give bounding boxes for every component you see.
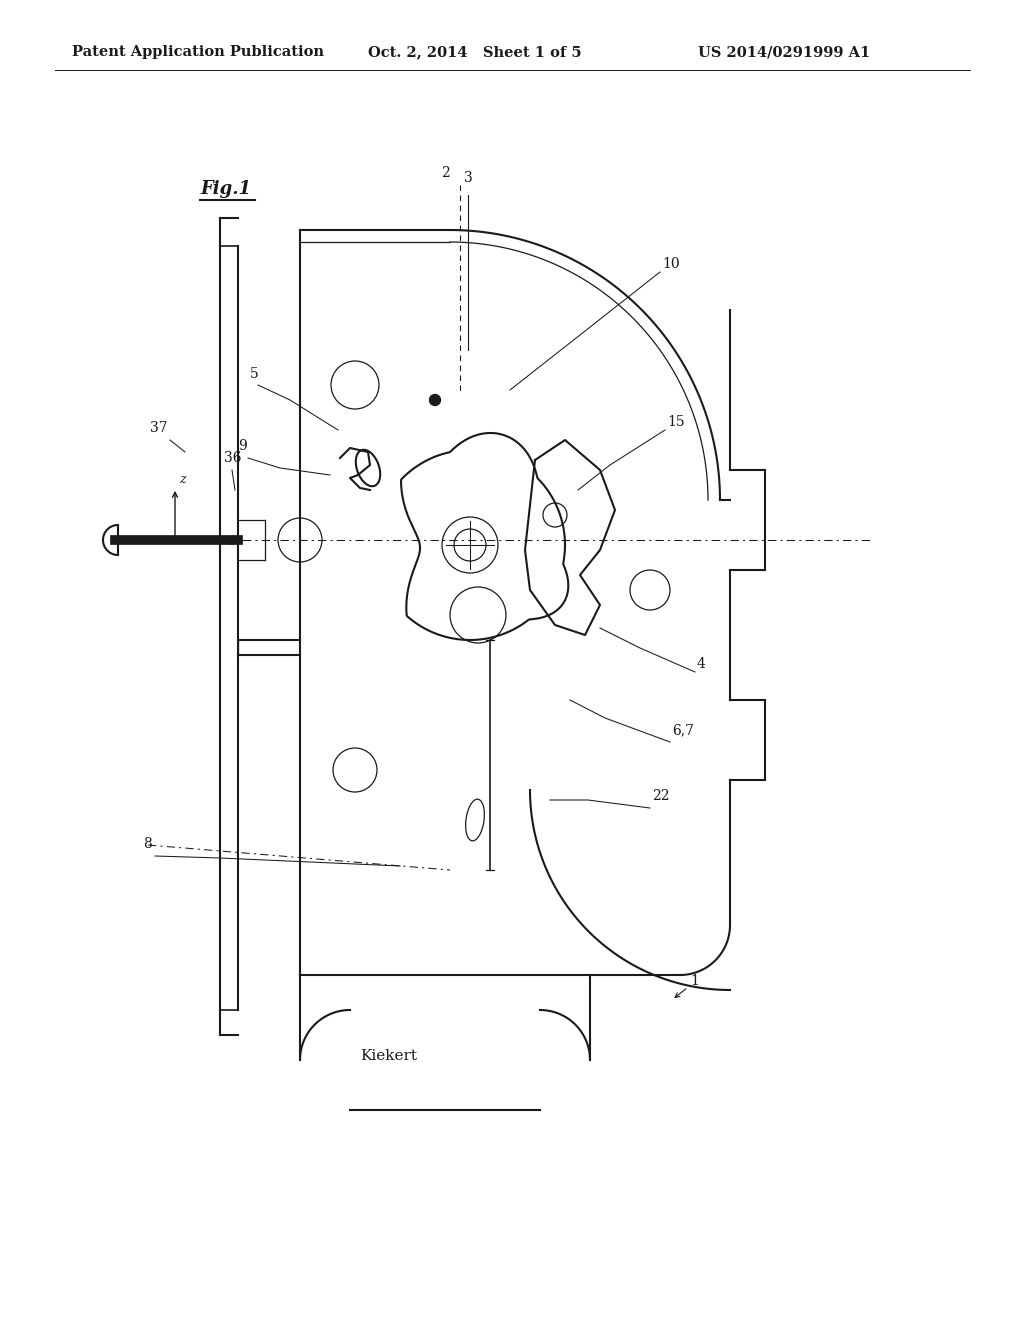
Text: 5: 5: [250, 367, 259, 381]
Circle shape: [429, 395, 440, 405]
Text: Patent Application Publication: Patent Application Publication: [72, 45, 324, 59]
Text: 22: 22: [652, 789, 670, 803]
Text: 37: 37: [151, 421, 168, 436]
Text: 2: 2: [440, 166, 450, 180]
Text: 10: 10: [662, 257, 680, 271]
Text: 6,7: 6,7: [672, 723, 694, 737]
Text: 4: 4: [697, 657, 706, 671]
Text: Kiekert: Kiekert: [360, 1049, 417, 1063]
Text: Oct. 2, 2014   Sheet 1 of 5: Oct. 2, 2014 Sheet 1 of 5: [368, 45, 582, 59]
Text: Fig.1: Fig.1: [200, 180, 251, 198]
Text: 3: 3: [464, 172, 473, 185]
Text: 36: 36: [224, 451, 242, 465]
Text: US 2014/0291999 A1: US 2014/0291999 A1: [698, 45, 870, 59]
Text: z: z: [179, 473, 185, 486]
Text: 15: 15: [667, 414, 685, 429]
Text: 1: 1: [690, 974, 698, 987]
Text: 9: 9: [238, 440, 247, 453]
Text: 8: 8: [143, 837, 153, 851]
Text: y: y: [230, 532, 238, 545]
